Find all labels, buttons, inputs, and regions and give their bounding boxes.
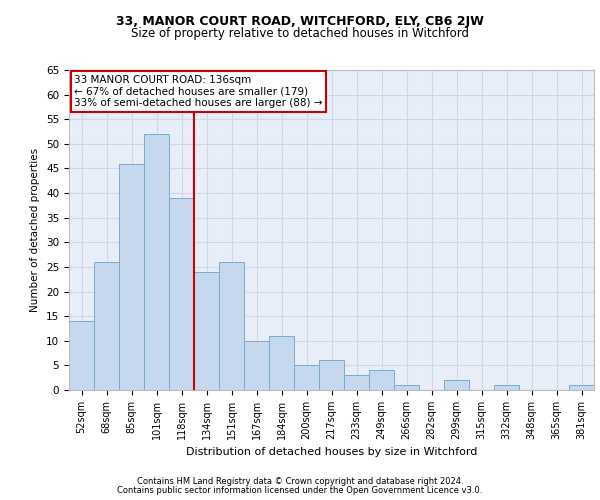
Bar bbox=[169, 198, 194, 390]
Bar bbox=[94, 262, 119, 390]
Bar bbox=[394, 385, 419, 390]
Bar bbox=[444, 380, 469, 390]
Bar bbox=[344, 375, 369, 390]
Y-axis label: Number of detached properties: Number of detached properties bbox=[31, 148, 40, 312]
Text: Size of property relative to detached houses in Witchford: Size of property relative to detached ho… bbox=[131, 28, 469, 40]
Text: 33, MANOR COURT ROAD, WITCHFORD, ELY, CB6 2JW: 33, MANOR COURT ROAD, WITCHFORD, ELY, CB… bbox=[116, 15, 484, 28]
Bar bbox=[194, 272, 219, 390]
Bar bbox=[244, 341, 269, 390]
Bar bbox=[69, 321, 94, 390]
Bar bbox=[119, 164, 144, 390]
Bar bbox=[569, 385, 594, 390]
Bar bbox=[369, 370, 394, 390]
X-axis label: Distribution of detached houses by size in Witchford: Distribution of detached houses by size … bbox=[186, 448, 477, 458]
Text: 33 MANOR COURT ROAD: 136sqm
← 67% of detached houses are smaller (179)
33% of se: 33 MANOR COURT ROAD: 136sqm ← 67% of det… bbox=[74, 75, 323, 108]
Bar bbox=[494, 385, 519, 390]
Bar bbox=[319, 360, 344, 390]
Bar bbox=[294, 366, 319, 390]
Bar bbox=[144, 134, 169, 390]
Text: Contains HM Land Registry data © Crown copyright and database right 2024.: Contains HM Land Registry data © Crown c… bbox=[137, 477, 463, 486]
Text: Contains public sector information licensed under the Open Government Licence v3: Contains public sector information licen… bbox=[118, 486, 482, 495]
Bar bbox=[219, 262, 244, 390]
Bar bbox=[269, 336, 294, 390]
